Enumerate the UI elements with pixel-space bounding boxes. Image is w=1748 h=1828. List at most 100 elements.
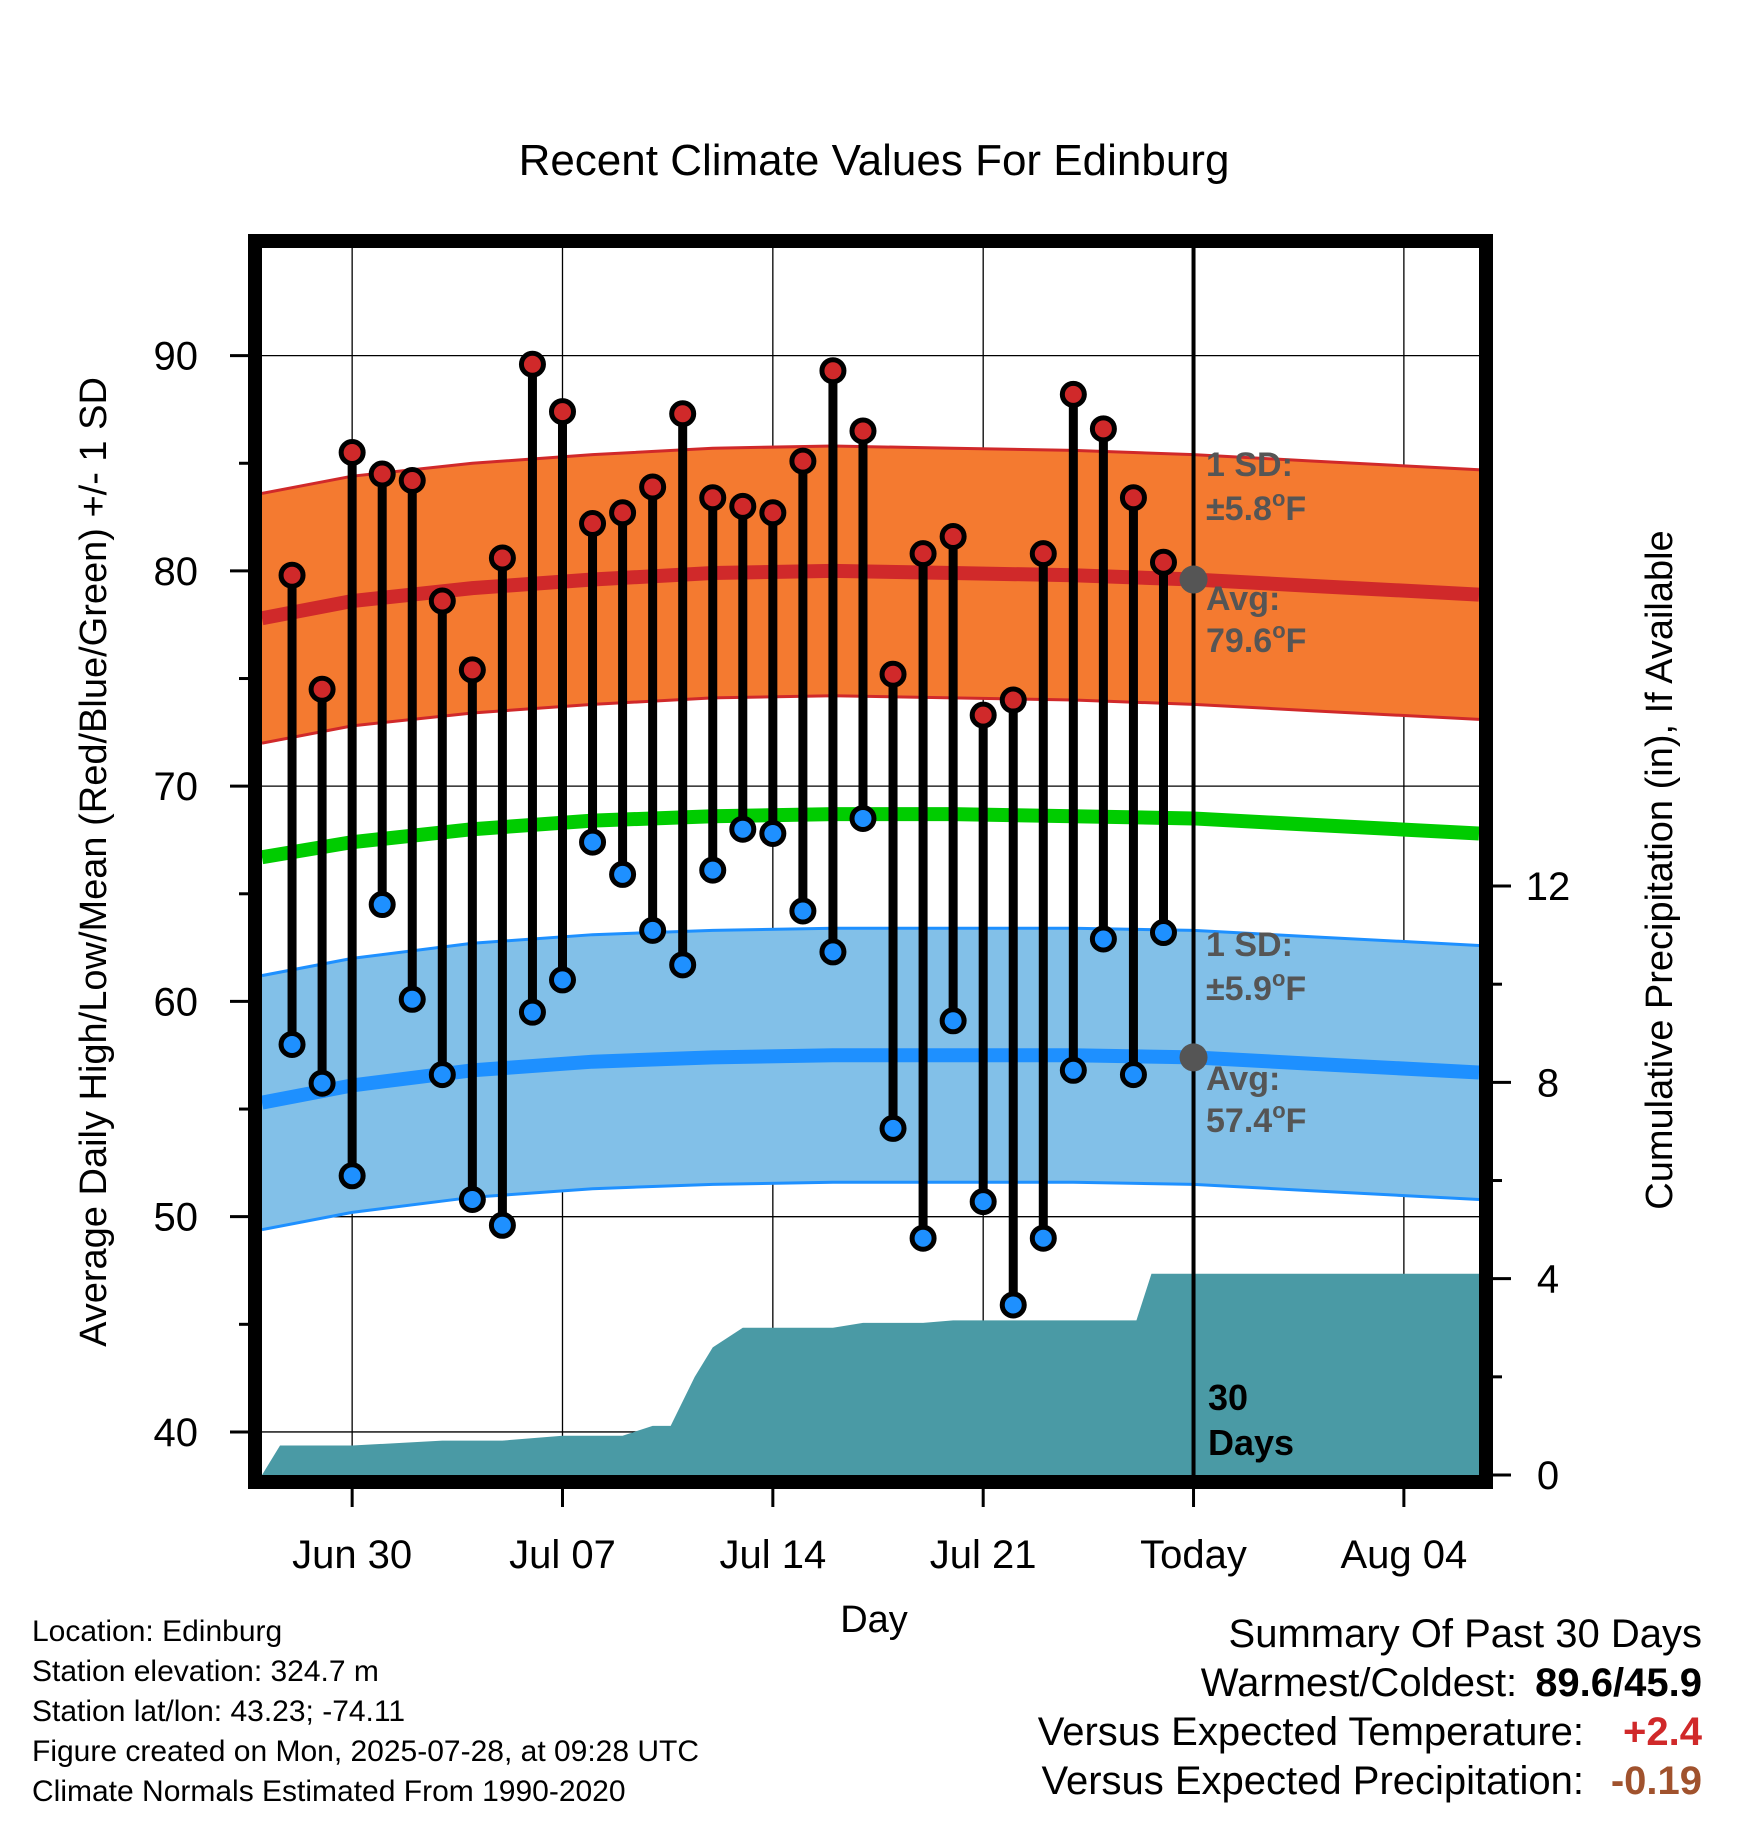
low-point — [639, 916, 667, 944]
low-point — [759, 820, 787, 848]
elevation-text: Station elevation: 324.7 m — [32, 1655, 379, 1688]
latlon-text: Station lat/lon: 43.23; -74.11 — [32, 1695, 406, 1728]
x-tick-label: Jul 14 — [719, 1533, 826, 1577]
plot-frame — [248, 234, 1493, 1489]
low-point — [1089, 925, 1117, 953]
high-point — [759, 499, 787, 527]
daily-stems — [278, 350, 1177, 1319]
low-point — [729, 815, 757, 843]
high-point — [488, 544, 516, 572]
high-point — [1089, 415, 1117, 443]
precip-label: Versus Expected Precipitation: — [1041, 1759, 1584, 1803]
today-markers — [1179, 565, 1208, 1072]
high-point — [609, 499, 637, 527]
high-point — [789, 447, 817, 475]
warm-cold-label: Warmest/Coldest: — [1200, 1661, 1518, 1705]
high-point — [428, 587, 456, 615]
y-tick-label-left: 70 — [154, 765, 199, 809]
low-point — [669, 951, 697, 979]
high-point — [969, 701, 997, 729]
y-tick-label-left: 40 — [154, 1411, 199, 1455]
low-point — [308, 1069, 336, 1097]
temp-value: +2.4 — [1623, 1710, 1702, 1754]
x-tick-label: Aug 04 — [1340, 1533, 1467, 1577]
low-point — [909, 1224, 937, 1252]
station-info: Location: Edinburg Station elevation: 32… — [32, 1612, 699, 1812]
y-axis-label-right: Cumulative Precipitation (in), If Availa… — [1639, 530, 1681, 1209]
low-point — [609, 860, 637, 888]
y-axis-label-left: Average Daily High/Low/Mean (Red/Blue/Gr… — [73, 377, 115, 1347]
high-point — [368, 460, 396, 488]
high-point — [1149, 548, 1177, 576]
low-avg-value: 57.4oF — [1206, 1098, 1306, 1140]
x-axis-label: Day — [840, 1599, 908, 1641]
today-high-avg-marker — [1179, 565, 1208, 594]
precipitation-area — [262, 1273, 1479, 1475]
cumulative-precip-area — [262, 1273, 1479, 1475]
normals-text: Climate Normals Estimated From 1990-2020 — [32, 1775, 626, 1808]
low-point — [1059, 1056, 1087, 1084]
high-point — [458, 656, 486, 684]
low-point — [1029, 1224, 1057, 1252]
low-point — [969, 1188, 997, 1216]
high-point — [999, 686, 1027, 714]
x-tick-label: Today — [1140, 1533, 1247, 1577]
low-point — [939, 1007, 967, 1035]
x-tick-label: Jul 21 — [930, 1533, 1037, 1577]
low-sd-value: ±5.9oF — [1206, 966, 1306, 1008]
high-point — [699, 484, 727, 512]
low-point — [488, 1211, 516, 1239]
high-sd-value: ±5.8oF — [1206, 486, 1306, 528]
low-point — [579, 828, 607, 856]
period-unit: Days — [1208, 1422, 1294, 1463]
low-point — [548, 966, 576, 994]
low-point — [819, 938, 847, 966]
low-point — [1149, 919, 1177, 947]
x-tick-label: Jul 07 — [509, 1533, 616, 1577]
precip-value: -0.19 — [1610, 1759, 1702, 1803]
low-sd-label: 1 SD: — [1206, 926, 1293, 964]
low-point — [428, 1061, 456, 1089]
summary-temp: Versus Expected Temperature: +2.4 — [1038, 1708, 1702, 1757]
location-text: Location: Edinburg — [32, 1615, 283, 1648]
low-sd-band — [262, 928, 1479, 1230]
x-tick-label: Jun 30 — [292, 1533, 412, 1577]
high-point — [849, 417, 877, 445]
high-point — [879, 660, 907, 688]
y-tick-label-left: 80 — [154, 550, 199, 594]
y-tick-label-right: 4 — [1537, 1258, 1559, 1302]
low-point — [368, 891, 396, 919]
summary-warm-cold: Warmest/Coldest: 89.6/45.9 — [1038, 1659, 1702, 1708]
high-avg-label: Avg: — [1206, 580, 1280, 618]
axis-ticks: Jun 30 Jul 07 Jul 14 Jul 21 Today Aug 0440506… — [154, 335, 1571, 1577]
low-point — [398, 985, 426, 1013]
high-point — [278, 561, 306, 589]
warm-cold-value: 89.6/45.9 — [1535, 1661, 1702, 1705]
high-avg-value: 79.6oF — [1206, 618, 1306, 660]
high-point — [1119, 484, 1147, 512]
high-point — [1059, 380, 1087, 408]
high-point — [729, 492, 757, 520]
high-point — [939, 522, 967, 550]
summary-panel: Summary Of Past 30 Days Warmest/Coldest:… — [1038, 1610, 1702, 1806]
chart-title: Recent Climate Values For Edinburg — [519, 136, 1230, 185]
low-point — [999, 1291, 1027, 1319]
high-sd-label: 1 SD: — [1206, 446, 1293, 484]
today-low-avg-marker — [1179, 1043, 1208, 1072]
y-tick-label-left: 50 — [154, 1196, 199, 1240]
high-point — [669, 400, 697, 428]
y-tick-label-right: 0 — [1537, 1454, 1559, 1498]
low-point — [338, 1162, 366, 1190]
high-point — [579, 510, 607, 538]
low-band-lower-edge — [262, 1180, 1479, 1232]
summary-precip: Versus Expected Precipitation: -0.19 — [1038, 1757, 1702, 1806]
high-point — [1029, 540, 1057, 568]
low-point — [849, 804, 877, 832]
low-point — [1119, 1061, 1147, 1089]
high-point — [548, 398, 576, 426]
low-point — [518, 998, 546, 1026]
y-tick-label-left: 60 — [154, 980, 199, 1024]
high-point — [338, 439, 366, 466]
high-point — [639, 473, 667, 501]
